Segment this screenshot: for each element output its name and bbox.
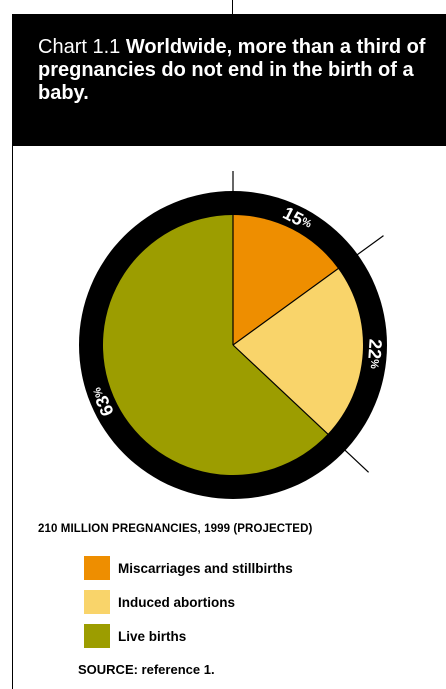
chart-header: Chart 1.1 Worldwide, more than a third o…: [12, 14, 446, 146]
pie-slice-miscarriages: [233, 215, 339, 345]
source-note: SOURCE: reference 1.: [78, 662, 215, 677]
legend-item-miscarriages: Miscarriages and stillbirths: [84, 556, 293, 580]
pie-slice-induced: [233, 268, 364, 434]
top-rule: [232, 0, 233, 14]
legend-swatch-live-births: [84, 624, 110, 648]
legend-label-induced-abortions: Induced abortions: [118, 594, 236, 610]
chart-number: Chart 1.1: [38, 36, 126, 58]
legend: Miscarriages and stillbirths Induced abo…: [84, 556, 293, 658]
pie-slice-live: [103, 215, 328, 476]
chart-caption: 210 MILLION PREGNANCIES, 1999 (PROJECTED…: [38, 523, 313, 535]
slice-label-unit: %: [368, 359, 381, 370]
left-border: [12, 14, 13, 689]
pie-chart: 15%22%63%: [79, 171, 387, 499]
slice-divider-2: [232, 344, 369, 473]
legend-label-miscarriages: Miscarriages and stillbirths: [118, 560, 293, 576]
chart-headline: Worldwide, more than a third of pregnanc…: [38, 36, 426, 104]
legend-label-live-births: Live births: [118, 628, 187, 644]
legend-swatch-miscarriages: [84, 556, 110, 580]
legend-swatch-induced-abortions: [84, 590, 110, 614]
slice-label-unit: %: [91, 385, 106, 399]
legend-item-live-births: Live births: [84, 624, 293, 648]
chart-title: Chart 1.1 Worldwide, more than a third o…: [38, 36, 428, 105]
slice-divider-1: [232, 235, 384, 346]
slice-label-induced: 22%: [364, 338, 386, 369]
legend-item-induced-abortions: Induced abortions: [84, 590, 293, 614]
